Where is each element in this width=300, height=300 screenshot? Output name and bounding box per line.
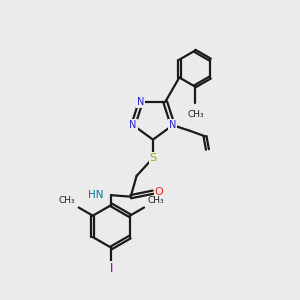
Text: I: I — [110, 262, 113, 275]
Text: O: O — [154, 187, 163, 197]
Text: CH₃: CH₃ — [148, 196, 164, 205]
Text: N: N — [130, 120, 137, 130]
Text: S: S — [149, 153, 157, 163]
Text: HN: HN — [88, 190, 103, 200]
Text: N: N — [137, 97, 144, 107]
Text: CH₃: CH₃ — [187, 110, 204, 119]
Text: N: N — [169, 120, 176, 130]
Text: CH₃: CH₃ — [58, 196, 75, 205]
